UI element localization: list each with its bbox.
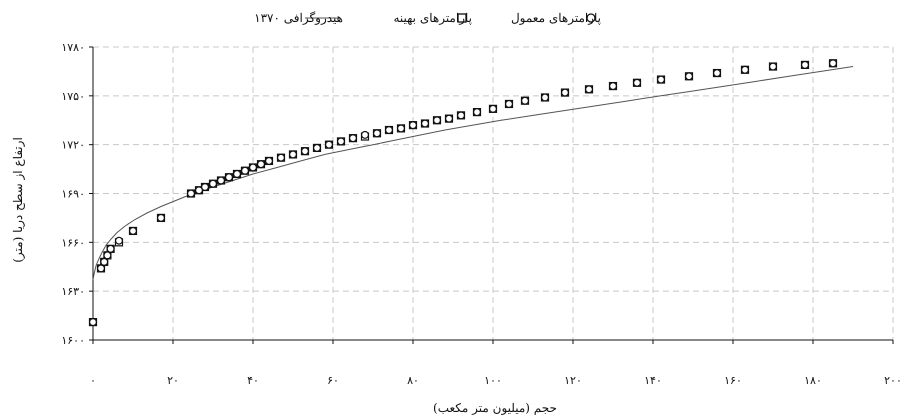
data-point-typical — [433, 116, 442, 125]
data-point-typical — [608, 82, 617, 91]
y-tick-label: ۱۷۲۰ — [61, 139, 85, 152]
x-tick-label: ۰ — [90, 374, 96, 387]
x-tick-label: ۱۸۰ — [804, 374, 822, 387]
data-point-typical — [712, 69, 721, 78]
y-tick-label: ۱۶۰۰ — [61, 334, 85, 347]
data-point-typical — [195, 186, 204, 195]
data-point-typical — [656, 75, 665, 84]
data-point-typical — [632, 78, 641, 87]
x-tick-label: ۲۰۰ — [884, 374, 902, 387]
x-tick-label: ۶۰ — [327, 374, 339, 387]
x-tick-label: ۲۰ — [167, 374, 179, 387]
data-point-typical — [217, 176, 226, 185]
legend-label-optimal: پارامترهای بهینه — [393, 11, 472, 25]
data-point-typical — [397, 124, 406, 133]
data-point-typical — [301, 147, 310, 156]
x-axis-title: حجم (میلیون متر مکعب) — [433, 401, 557, 415]
data-point-typical — [337, 137, 346, 146]
data-point-typical — [103, 251, 112, 260]
data-point-typical — [684, 72, 693, 81]
data-point-typical — [257, 160, 266, 169]
x-tick-label: ۱۴۰ — [644, 374, 662, 387]
data-point-typical — [225, 173, 234, 182]
y-tick-label: ۱۶۳۰ — [61, 285, 85, 298]
data-point-typical — [233, 169, 242, 178]
data-point-typical — [520, 96, 529, 105]
data-point-typical — [249, 163, 258, 172]
data-point-typical — [445, 114, 454, 123]
legend-label-hydrography: هیدروگرافی ۱۳۷۰ — [254, 11, 343, 25]
data-point-typical — [241, 166, 250, 175]
legend-circle-marker — [586, 13, 596, 23]
series-line-layer — [92, 66, 854, 280]
data-point-typical — [584, 85, 593, 94]
data-point-typical — [100, 257, 109, 266]
data-point-typical — [473, 108, 482, 117]
series-line-hydrography — [92, 66, 854, 280]
data-point-typical — [373, 129, 382, 138]
x-tick-label: ۱۶۰ — [724, 374, 742, 387]
x-tick-label: ۱۰۰ — [484, 374, 502, 387]
axes — [89, 46, 894, 344]
data-point-typical — [106, 244, 115, 253]
data-point-typical — [489, 104, 498, 113]
data-point-typical — [277, 153, 286, 162]
data-point-typical — [385, 126, 394, 135]
data-point-typical — [505, 99, 514, 108]
tick-labels: ۱۶۰۰ ۱۶۳۰ ۱۶۶۰ ۱۶۹۰ ۱۷۲۰ ۱۷۵۰ ۱۷۸۰ ۰ ۲۰ ۴۰ ۶۰ ۸۰ ۱۰۰… — [61, 41, 902, 387]
data-point-typical — [114, 236, 123, 245]
legend-square-marker — [457, 13, 467, 23]
data-point-typical — [201, 182, 210, 191]
y-tick-label: ۱۷۸۰ — [61, 41, 85, 54]
data-point-typical — [349, 134, 358, 143]
data-point-typical — [96, 264, 105, 273]
data-point-typical — [209, 179, 218, 188]
data-point-typical — [560, 88, 569, 97]
data-point-typical — [361, 130, 370, 139]
y-axis-title: (ارتفاع از سطح دریا (متر — [11, 137, 25, 263]
data-point-typical — [768, 62, 777, 71]
data-point-typical — [88, 318, 97, 327]
data-point-typical — [409, 121, 418, 130]
legend: هیدروگرافی ۱۳۷۰ پارامترهای بهینه پارامتر… — [254, 11, 601, 25]
data-point-typical — [828, 59, 837, 68]
x-tick-label: ۱۲۰ — [564, 374, 582, 387]
grid — [93, 46, 894, 340]
data-point-typical — [129, 226, 138, 235]
data-point-typical — [265, 156, 274, 165]
legend-label-typical: پارامترهای معمول — [511, 11, 601, 25]
series-marker-layer — [88, 59, 838, 327]
data-point-typical — [540, 93, 549, 102]
y-tick-label: ۱۶۶۰ — [61, 236, 85, 249]
data-point-typical — [187, 189, 196, 198]
data-point-typical — [800, 60, 809, 69]
data-point-typical — [313, 143, 322, 152]
y-tick-label: ۱۶۹۰ — [61, 188, 85, 201]
data-point-typical — [289, 150, 298, 159]
data-point-typical — [157, 213, 166, 222]
x-tick-label: ۸۰ — [407, 374, 419, 387]
x-tick-label: ۴۰ — [247, 374, 259, 387]
data-point-typical — [421, 119, 430, 128]
y-tick-label: ۱۷۵۰ — [61, 90, 85, 103]
data-point-typical — [740, 65, 749, 74]
data-point-typical — [457, 111, 466, 120]
data-point-typical — [325, 140, 334, 149]
